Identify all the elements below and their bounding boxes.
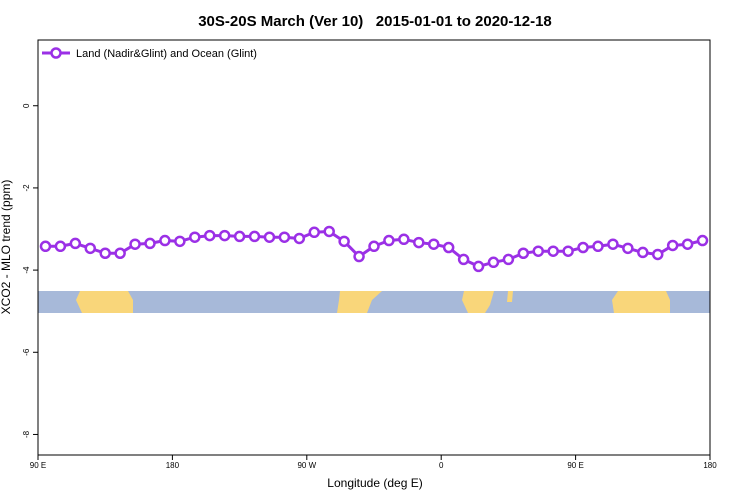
data-point: [144, 237, 156, 250]
data-point: [159, 234, 171, 247]
data-point: [532, 245, 545, 257]
data-point: [637, 246, 649, 259]
data-point: [666, 239, 679, 252]
data-point: [54, 240, 67, 253]
x-tick-label: 0: [439, 461, 444, 470]
data-point: [203, 229, 216, 242]
data-point: [248, 230, 261, 243]
y-tick-label: -4: [22, 266, 31, 274]
legend-marker: [50, 47, 62, 59]
data-point: [293, 232, 306, 245]
data-point: [99, 247, 111, 260]
y-tick-label: -2: [22, 184, 31, 192]
x-tick-label: 180: [166, 461, 180, 470]
data-point: [577, 241, 589, 254]
y-tick-label: 0: [22, 103, 31, 108]
land-patch: [462, 291, 494, 313]
y-tick-label: -8: [22, 430, 31, 438]
data-point: [398, 233, 410, 246]
data-point: [278, 231, 291, 243]
plot-frame: [37, 39, 711, 456]
land-ocean-strip: [38, 291, 710, 313]
data-point: [218, 229, 231, 242]
data-point: [472, 260, 485, 273]
data-point: [39, 240, 52, 253]
land-patch: [507, 291, 513, 302]
x-tick-label: 90 W: [297, 461, 316, 470]
data-point: [622, 242, 634, 255]
x-tick-label: 90 E: [30, 461, 46, 470]
data-point: [114, 247, 126, 260]
data-point: [263, 231, 276, 243]
y-tick-label: -6: [22, 348, 31, 356]
data-point: [681, 238, 694, 250]
legend-label: Land (Nadir&Glint) and Ocean (Glint): [76, 48, 257, 60]
x-tick-label: 90 E: [567, 461, 583, 470]
data-point: [308, 226, 321, 239]
land-patch: [76, 291, 133, 313]
data-point: [338, 235, 350, 248]
land-patch: [337, 291, 382, 313]
data-point: [427, 238, 440, 250]
x-axis-label: Longitude (deg E): [327, 476, 422, 490]
legend: Land (Nadir&Glint) and Ocean (Glint): [42, 47, 257, 60]
data-point: [487, 256, 500, 269]
data-point: [696, 234, 709, 247]
data-point: [383, 234, 395, 247]
data-point: [607, 238, 619, 250]
data-point: [189, 231, 201, 243]
ocean-band: [38, 291, 710, 313]
data-point: [517, 247, 530, 260]
data-point: [323, 225, 335, 238]
data-point: [562, 245, 574, 257]
data-point: [69, 237, 82, 250]
data-point: [457, 253, 470, 266]
data-point: [442, 241, 455, 254]
data-point: [592, 240, 604, 253]
data-point: [84, 242, 97, 255]
data-point: [368, 240, 380, 253]
data-point: [651, 248, 664, 261]
data-point: [233, 230, 246, 243]
data-point: [174, 235, 186, 248]
data-point: [413, 236, 425, 249]
data-point: [547, 245, 559, 257]
land-patch: [612, 291, 670, 313]
chart-title: 30S-20S March (Ver 10) 2015-01-01 to 202…: [198, 13, 552, 30]
data-point: [502, 253, 515, 266]
x-tick-label: 180: [703, 461, 717, 470]
y-axis-label: XCO2 - MLO trend (ppm): [0, 180, 13, 315]
data-point: [129, 238, 141, 250]
data-point: [353, 250, 365, 263]
